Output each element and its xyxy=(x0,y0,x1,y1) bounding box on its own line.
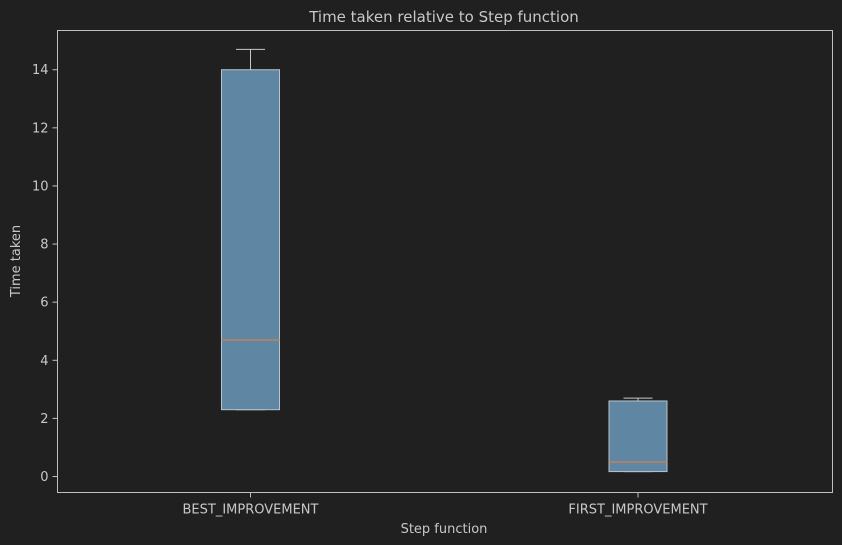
box-iqr xyxy=(608,400,668,473)
box-iqr xyxy=(221,69,280,411)
y-tick-label: 2 xyxy=(40,412,48,427)
y-tick-label: 12 xyxy=(32,121,49,136)
y-tick-label: 10 xyxy=(32,179,49,194)
box-first-improvement xyxy=(608,397,668,473)
y-tick-label: 0 xyxy=(40,470,48,485)
plot-area xyxy=(57,30,833,493)
box-best-improvement xyxy=(221,48,280,411)
box-plots xyxy=(221,48,668,473)
y-axis: 0 2 4 6 8 10 12 14 xyxy=(32,63,58,485)
x-axis-label: Step function xyxy=(401,522,488,537)
y-tick-label: 8 xyxy=(40,238,48,253)
x-tick-label: BEST_IMPROVEMENT xyxy=(183,503,319,518)
x-tick-label: FIRST_IMPROVEMENT xyxy=(568,503,707,518)
chart-title: Time taken relative to Step function xyxy=(308,8,579,26)
y-tick-label: 14 xyxy=(32,63,49,78)
x-axis: BEST_IMPROVEMENT FIRST_IMPROVEMENT xyxy=(183,492,708,518)
y-axis-label: Time taken xyxy=(9,225,24,298)
y-tick-label: 4 xyxy=(40,354,48,369)
y-tick-label: 6 xyxy=(40,296,48,311)
